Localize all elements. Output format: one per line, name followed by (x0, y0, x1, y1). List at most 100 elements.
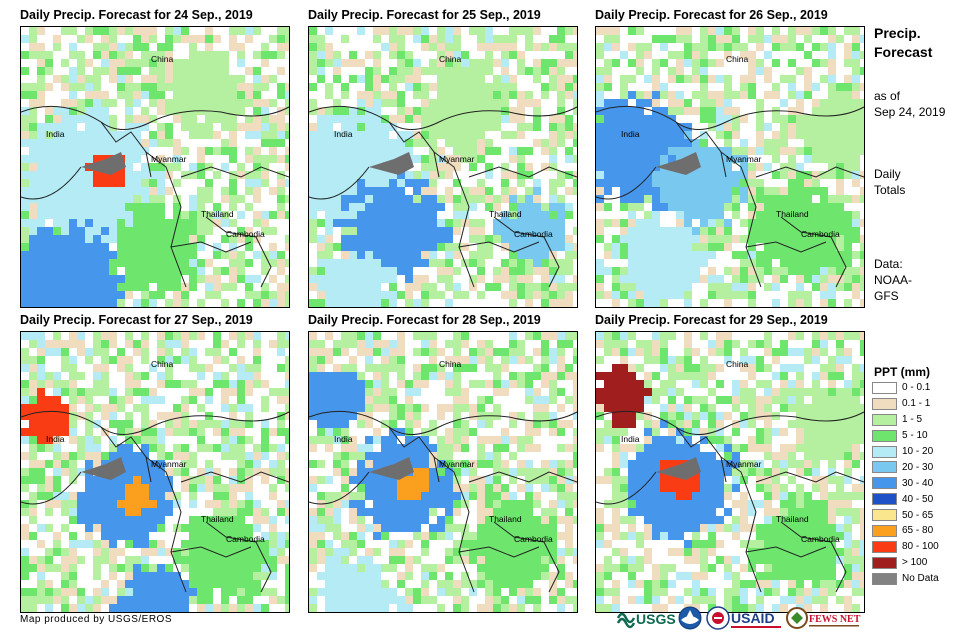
country-label-myanmar: Myanmar (439, 459, 475, 469)
country-label-china: China (439, 54, 461, 64)
no-data-area (81, 152, 126, 175)
usaid-logo-text: USAID (731, 610, 775, 626)
country-label-thailand: Thailand (201, 514, 234, 524)
panel-title: Daily Precip. Forecast for 29 Sep., 2019 (595, 313, 828, 327)
country-border (100, 426, 152, 483)
country-border (596, 471, 657, 505)
forecast-map: China India Myanmar Thailand Cambodia (308, 26, 578, 308)
country-border (388, 121, 440, 178)
as-of-value: Sep 24, 2019 (874, 105, 946, 119)
country-label-cambodia: Cambodia (226, 229, 265, 239)
country-label-india: India (621, 434, 640, 444)
fewsnet-logo: FEWS NET (786, 607, 861, 629)
data-source-line: NOAA- (874, 273, 913, 287)
legend-swatch (872, 540, 897, 553)
no-data-area (656, 152, 701, 175)
legend-label: 10 - 20 (902, 446, 934, 457)
legend-swatch (872, 429, 897, 442)
country-border (205, 216, 272, 288)
legend-swatch (872, 413, 897, 426)
usaid-logo: USAID (731, 610, 781, 628)
forecast-panel-26-sep: Daily Precip. Forecast for 26 Sep., 2019… (595, 6, 865, 311)
country-label-india: India (46, 434, 65, 444)
precip-field: China India Myanmar Thailand Cambodia (21, 332, 289, 612)
data-source-line: GFS (874, 289, 899, 303)
forecast-panel-25-sep: Daily Precip. Forecast for 25 Sep., 2019… (308, 6, 578, 311)
legend-label: 30 - 40 (902, 477, 934, 489)
country-border (720, 151, 762, 288)
totals-line: Totals (874, 183, 906, 197)
legend-item: > 100 (872, 555, 967, 571)
side-title-line: Precip. (874, 25, 921, 41)
country-border (458, 546, 540, 558)
country-border (145, 151, 187, 288)
country-border (21, 410, 289, 435)
country-border (493, 521, 560, 593)
forecast-map: China India Myanmar Thailand Cambodia (308, 331, 578, 613)
country-label-myanmar: Myanmar (439, 154, 475, 164)
panel-title: Daily Precip. Forecast for 24 Sep., 2019 (20, 8, 253, 22)
country-border (755, 471, 864, 483)
legend-item: No Data (872, 571, 967, 587)
legend-label: 0.1 - 1 (902, 398, 931, 410)
country-label-thailand: Thailand (776, 514, 809, 524)
legend-swatch (872, 556, 897, 569)
legend-label: No Data (902, 573, 939, 585)
data-source: Data: NOAA- GFS (874, 256, 912, 304)
country-border (100, 121, 152, 178)
country-border (180, 166, 289, 178)
side-title-line: Forecast (874, 44, 933, 60)
forecast-panel-28-sep: Daily Precip. Forecast for 28 Sep., 2019… (308, 311, 578, 616)
country-border (309, 166, 370, 200)
legend-swatch (872, 461, 897, 474)
country-border (780, 216, 847, 288)
country-label-china: China (439, 359, 461, 369)
country-label-china: China (151, 359, 173, 369)
no-data-area (81, 457, 126, 480)
precip-field: China India Myanmar Thailand Cambodia (309, 332, 577, 612)
country-label-myanmar: Myanmar (151, 459, 187, 469)
data-source-line: Data: (874, 257, 903, 271)
country-label-china: China (726, 359, 748, 369)
legend-item: 0.1 - 1 (872, 396, 967, 412)
legend-swatch (872, 572, 897, 585)
as-of-label: as of (874, 89, 901, 103)
country-border (21, 471, 82, 505)
legend-label: 65 - 80 (902, 525, 934, 537)
usgs-logo: USGS (616, 611, 676, 629)
precip-field: China India Myanmar Thailand Cambodia (21, 27, 289, 307)
legend-label: > 100 (902, 557, 928, 569)
country-border (745, 241, 827, 253)
country-label-cambodia: Cambodia (514, 534, 553, 544)
legend-label: 20 - 30 (902, 461, 934, 473)
legend-swatch (872, 397, 897, 410)
legend-label: 1 - 5 (902, 414, 923, 426)
legend-item: 5 - 10 (872, 428, 967, 444)
forecast-panel-29-sep: Daily Precip. Forecast for 29 Sep., 2019… (595, 311, 865, 616)
legend-item: 0 - 0.1 (872, 380, 967, 396)
legend-label: 80 - 100 (902, 541, 939, 553)
panel-title: Daily Precip. Forecast for 28 Sep., 2019 (308, 313, 541, 327)
forecast-map: China India Myanmar Thailand Cambodia (595, 26, 865, 308)
country-border (180, 471, 289, 483)
country-border (468, 471, 577, 483)
usgs-logo-text: USGS (636, 611, 676, 627)
country-label-cambodia: Cambodia (801, 229, 840, 239)
precip-field: China India Myanmar Thailand Cambodia (596, 332, 864, 612)
panel-title: Daily Precip. Forecast for 27 Sep., 2019 (20, 313, 253, 327)
country-label-india: India (334, 434, 353, 444)
country-border (170, 546, 252, 558)
legend-label: 40 - 50 (902, 493, 934, 505)
legend-label: 5 - 10 (902, 430, 928, 442)
panel-title: Daily Precip. Forecast for 26 Sep., 2019 (595, 8, 828, 22)
country-label-cambodia: Cambodia (226, 534, 265, 544)
forecast-panel-27-sep: Daily Precip. Forecast for 27 Sep., 2019… (20, 311, 290, 616)
legend-item: 40 - 50 (872, 491, 967, 507)
country-label-cambodia: Cambodia (801, 534, 840, 544)
country-label-india: India (46, 129, 65, 139)
country-label-thailand: Thailand (776, 209, 809, 219)
totals-note: Daily Totals (874, 166, 905, 198)
legend-swatch (872, 445, 897, 458)
country-border (493, 216, 560, 288)
country-border (309, 105, 577, 130)
